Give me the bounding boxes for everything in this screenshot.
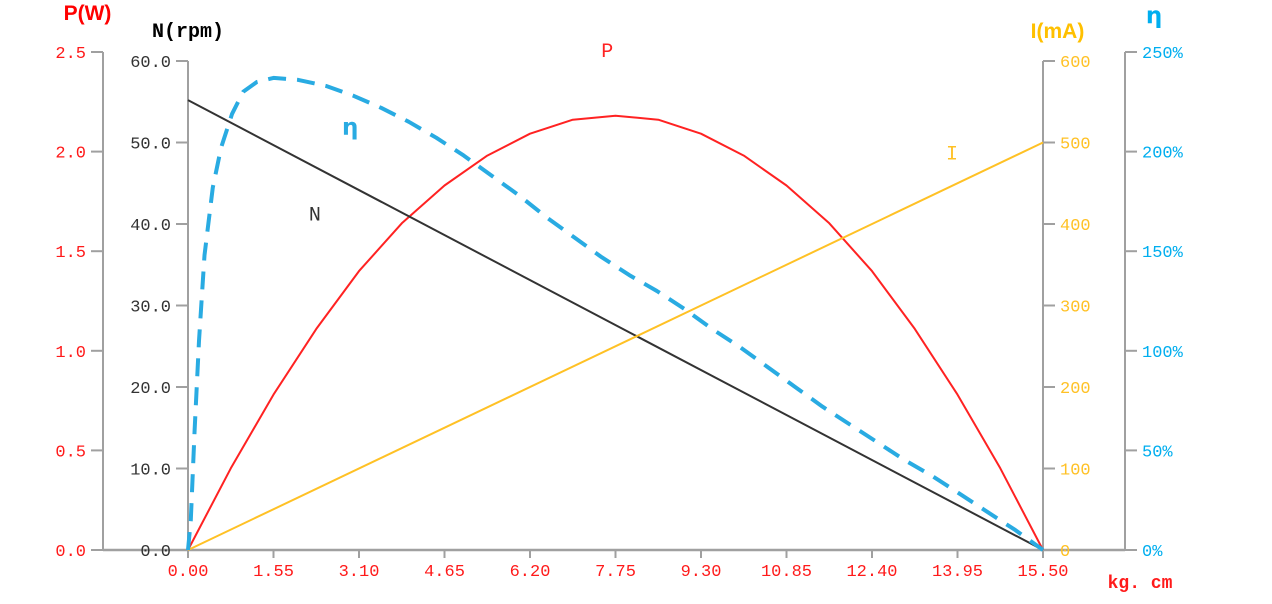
- eta-curve-label: η: [342, 115, 358, 141]
- eta-axis-tick-label: 0%: [1142, 543, 1163, 562]
- I-axis-tick-label: 500: [1060, 136, 1091, 155]
- N-axis-tick-label: 0.0: [140, 543, 171, 562]
- x-axis-tick-label: 4.65: [424, 563, 465, 582]
- P-curve-label: P: [601, 41, 613, 64]
- N-axis-tick-label: 10.0: [130, 462, 171, 481]
- P-axis-tick-label: 2.0: [55, 145, 86, 164]
- x-axis-tick-label: 9.30: [681, 563, 722, 582]
- I-axis-tick-label: 0: [1060, 543, 1070, 562]
- eta-curve: [186, 75, 1045, 552]
- eta-axis-tick-label: 100%: [1142, 344, 1184, 363]
- I-axis-tick-label: 100: [1060, 462, 1091, 481]
- x-axis-tick-label: 3.10: [339, 563, 380, 582]
- N-axis-tick-label: 40.0: [130, 217, 171, 236]
- I-axis-tick-label: 600: [1060, 54, 1091, 73]
- eta-axis-tick-label: 200%: [1142, 145, 1184, 164]
- P-axis-tick-label: 0.0: [55, 543, 86, 562]
- N-axis-tick-label: 20.0: [130, 380, 171, 399]
- I-axis-tick-label: 400: [1060, 217, 1091, 236]
- eta-axis-tick-label: 150%: [1142, 244, 1184, 263]
- N-axis-tick-label: 60.0: [130, 54, 171, 73]
- i-axis-title: I(mA): [1030, 20, 1085, 43]
- N-axis-tick-label: 30.0: [130, 299, 171, 318]
- x-axis-tick-label: 10.85: [761, 563, 812, 582]
- I-axis-tick-label: 200: [1060, 380, 1091, 399]
- P-axis-tick-label: 1.5: [55, 244, 86, 263]
- x-axis-tick-label: 7.75: [595, 563, 636, 582]
- P-axis-tick-label: 1.0: [55, 344, 86, 363]
- x-axis-unit-label: kg. cm: [1107, 574, 1173, 594]
- I-axis-tick-label: 300: [1060, 299, 1091, 318]
- P-curve: [187, 114, 1044, 551]
- N-curve-label: N: [309, 204, 321, 227]
- x-axis-tick-label: 0.00: [168, 563, 209, 582]
- N-axis-tick-label: 50.0: [130, 136, 171, 155]
- N-curve: [187, 99, 1044, 551]
- x-axis-tick-label: 12.40: [846, 563, 897, 582]
- x-axis-tick-label: 15.50: [1017, 563, 1068, 582]
- eta-axis-tick-label: 250%: [1142, 45, 1184, 64]
- n-axis-title: N(rpm): [151, 21, 224, 44]
- x-axis-tick-label: 6.20: [510, 563, 551, 582]
- P-axis-tick-label: 0.5: [55, 443, 86, 462]
- I-curve-label: I: [946, 143, 958, 166]
- p-axis-title: P(W): [63, 2, 112, 25]
- I-curve: [187, 141, 1044, 551]
- x-axis-tick-label: 13.95: [932, 563, 983, 582]
- P-axis-tick-label: 2.5: [55, 45, 86, 64]
- x-axis-tick-label: 1.55: [253, 563, 294, 582]
- eta-axis-tick-label: 50%: [1142, 443, 1173, 462]
- eta-axis-title: η: [1145, 3, 1163, 29]
